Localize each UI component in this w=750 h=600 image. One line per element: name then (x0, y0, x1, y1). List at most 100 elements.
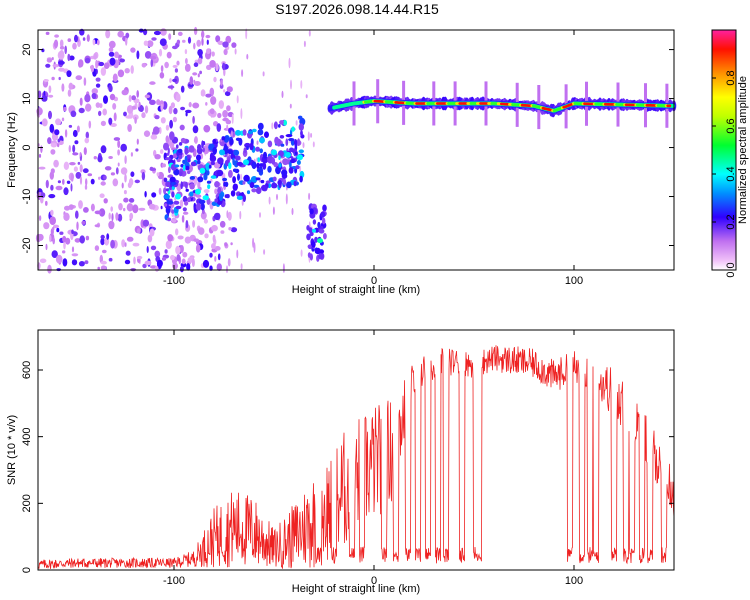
noise-blob (226, 105, 231, 112)
noise-blob (181, 258, 186, 265)
colorbar-gradient (711, 29, 737, 271)
band-blob (182, 195, 188, 203)
noise-blob (185, 58, 188, 65)
noise-blob (136, 228, 141, 234)
colorbar-tick-label: 0.0 (725, 262, 737, 277)
noise-blob (52, 63, 60, 68)
band-blob (246, 190, 251, 195)
band-blob (210, 161, 215, 166)
band-blob (243, 174, 250, 182)
band-blob (297, 138, 301, 146)
noise-blob (54, 34, 59, 38)
noise-blob (192, 115, 195, 124)
noise-blob (61, 83, 65, 92)
noise-blob (79, 235, 85, 244)
noise-smear (246, 53, 249, 60)
burst-blob (307, 252, 311, 258)
noise-blob (117, 140, 121, 149)
noise-blob (180, 137, 186, 144)
noise-blob (159, 127, 162, 134)
band-blob (165, 181, 172, 188)
noise-blob (81, 220, 86, 225)
noise-blob (115, 212, 119, 221)
noise-blob (186, 263, 191, 271)
noise-blob (203, 189, 210, 194)
noise-blob (62, 258, 68, 267)
band-blob (214, 181, 220, 188)
noise-blob (74, 34, 78, 43)
snr-y-ticks: 0 200 400 600 (21, 361, 674, 573)
noise-blob (175, 228, 179, 236)
band-blob (182, 164, 186, 172)
burst-blob (315, 247, 321, 255)
band-blob (246, 145, 249, 150)
noise-blob (115, 167, 119, 175)
noise-blob (136, 50, 140, 60)
noise-blob (201, 30, 205, 39)
x-tick-label: 0 (371, 575, 377, 587)
band-blob (196, 154, 201, 161)
band-blob (173, 200, 180, 205)
noise-blob (100, 260, 107, 265)
band-blob (230, 190, 236, 197)
burst-hotspot (312, 228, 316, 233)
x-tick-label: -100 (163, 575, 185, 587)
noise-blob (53, 39, 59, 49)
band-blob (277, 150, 284, 158)
band-blob (185, 165, 190, 171)
noise-blob (50, 168, 55, 174)
band-blob (255, 177, 261, 181)
band-blob (163, 187, 167, 195)
noise-smear (281, 90, 284, 98)
noise-blob (108, 257, 113, 262)
noise-blob (84, 137, 90, 144)
band-blob (182, 207, 187, 212)
noise-blob (100, 120, 106, 127)
noise-blob (104, 166, 112, 171)
noise-blob (50, 149, 56, 155)
noise-blob (130, 65, 134, 74)
noise-blob (172, 78, 178, 83)
noise-smear (234, 48, 237, 55)
noise-blob (95, 83, 101, 88)
band-blob (188, 145, 195, 153)
noise-blob (72, 144, 76, 153)
noise-blob (200, 211, 207, 220)
noise-blob (63, 161, 70, 170)
burst-blob (309, 208, 314, 215)
band-blob (242, 181, 246, 185)
noise-blob (124, 68, 130, 74)
noise-blob (165, 135, 170, 144)
noise-blob (161, 163, 166, 168)
noise-blob (63, 212, 70, 221)
noise-blob (83, 147, 87, 156)
noise-blob (172, 116, 177, 123)
x-tick-label: 100 (565, 275, 583, 287)
noise-blob (206, 48, 211, 55)
noise-blob (169, 78, 172, 83)
noise-blob (79, 28, 85, 36)
spectrogram-y-ticks: -20 -10 0 10 20 (21, 43, 674, 253)
noise-blob (164, 249, 168, 254)
band-blob (214, 198, 218, 203)
noise-blob (214, 256, 217, 262)
noise-blob (50, 142, 57, 148)
noise-blob (153, 30, 161, 36)
noise-blob (71, 229, 74, 235)
snr-frame (37, 329, 675, 571)
noise-blob (201, 37, 204, 46)
noise-blob (193, 81, 201, 86)
noise-blob (147, 234, 153, 243)
noise-blob (195, 194, 202, 198)
noise-blob (217, 112, 222, 119)
noise-blob (220, 230, 225, 234)
noise-blob (141, 63, 147, 68)
noise-blob (138, 207, 146, 211)
noise-blob (78, 261, 85, 267)
noise-blob (158, 48, 163, 57)
noise-blob (132, 105, 136, 110)
band-blob (257, 129, 264, 136)
noise-blob (214, 188, 218, 195)
noise-blob (138, 28, 144, 33)
noise-blob (123, 190, 127, 195)
